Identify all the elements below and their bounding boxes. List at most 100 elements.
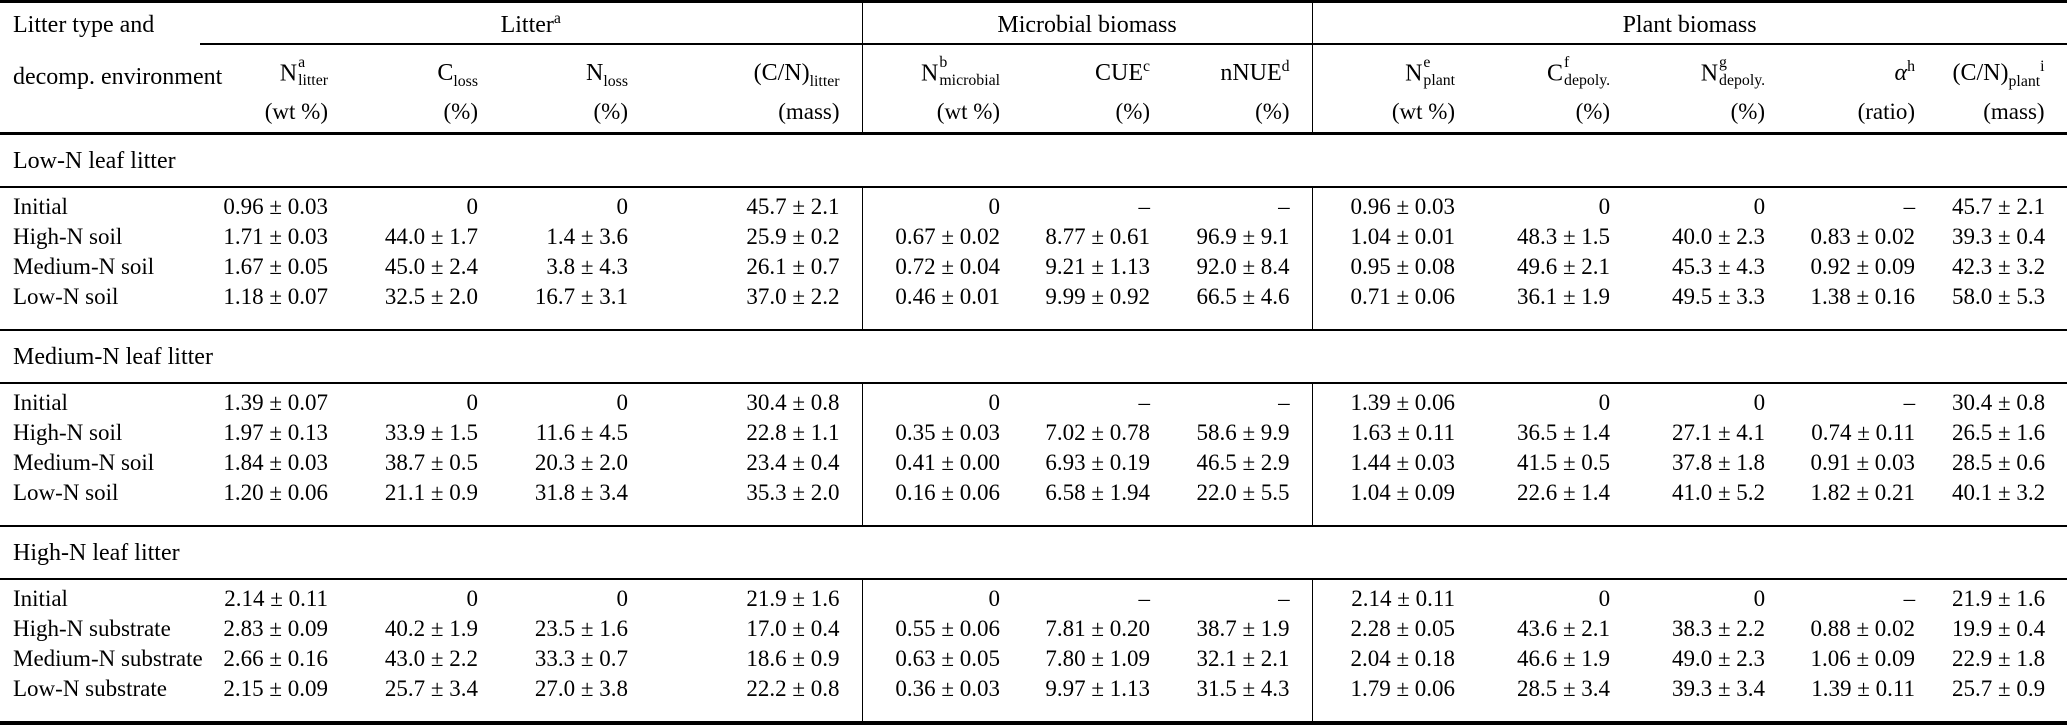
unit-label: (mass) (650, 98, 863, 136)
data-cell: 43.6 ± 2.1 (1516, 616, 1611, 642)
data-cell: 0.91 ± 0.03 (1810, 450, 1916, 476)
data-cell: 6.58 ± 1.94 (1045, 480, 1151, 506)
unit-label: (%) (350, 98, 500, 136)
data-cell: 22.0 ± 5.5 (1196, 480, 1290, 506)
data-cell: 28.5 ± 3.4 (1477, 674, 1633, 726)
data-cell: 9.97 ± 1.13 (1022, 674, 1173, 726)
section-title: Medium-N leaf litter (0, 329, 2067, 385)
data-cell: 16.7 ± 3.1 (534, 284, 628, 310)
data-cell: 2.04 ± 0.18 (1311, 644, 1478, 675)
data-cell: 33.9 ± 1.5 (384, 420, 478, 446)
data-cell: 0.63 ± 0.05 (861, 644, 1023, 675)
data-cell: 21.9 ± 1.6 (1951, 586, 2046, 612)
data-cell: 0.96 ± 0.03 (1311, 187, 1478, 223)
data-row: Low-N soil 1.20 ± 0.06 21.1 ± 0.9 31.8 ± 3.… (0, 478, 2067, 527)
corner-header: Litter type and decomp. environment (0, 1, 222, 136)
data-cell: 0.46 ± 0.01 (861, 282, 1023, 331)
data-cell: 7.81 ± 0.20 (1045, 616, 1151, 642)
data-cell: 44.0 ± 1.7 (384, 224, 478, 250)
section-title-row: Medium-N leaf litter (0, 329, 2067, 385)
data-cell: 22.9 ± 1.8 (1951, 646, 2046, 672)
data-cell: 0.55 ± 0.06 (861, 614, 1023, 645)
data-cell: 1.4 ± 3.6 (546, 224, 628, 250)
data-cell: 20.3 ± 2.0 (534, 450, 628, 476)
data-row: Initial 0.96 ± 0.03 0 0 45.7 ± 2.1 0– –0.96 ± … (0, 187, 2067, 223)
data-cell: 1.97 ± 0.13 (223, 420, 328, 446)
data-cell: 32.1 ± 2.1 (1196, 646, 1290, 672)
data-cell: 58.0 ± 5.3 (1951, 284, 2046, 310)
data-cell: 0.96 ± 0.03 (223, 194, 328, 220)
data-cell: 0 (616, 586, 629, 612)
data-cell: 96.9 ± 9.1 (1196, 224, 1290, 250)
data-cell: 49.5 ± 3.3 (1671, 284, 1766, 310)
data-cell: 25.7 ± 3.4 (350, 674, 500, 726)
data-cell: 36.5 ± 1.4 (1516, 420, 1611, 446)
data-cell: 48.3 ± 1.5 (1516, 224, 1611, 250)
data-cell: 25.7 ± 0.9 (1937, 674, 2067, 726)
data-cell: 1.39 ± 0.11 (1787, 674, 1938, 726)
unit-label: (%) (500, 98, 650, 136)
data-cell: 0.95 ± 0.08 (1311, 252, 1478, 283)
data-cell: 45.0 ± 2.4 (384, 254, 478, 280)
row-label: High-N substrate (13, 616, 171, 642)
data-cell: 7.80 ± 1.09 (1045, 646, 1151, 672)
data-cell: 0 (466, 586, 479, 612)
data-row: Low-N substrate 2.15 ± 0.09 25.7 ± 3.4 27.0… (0, 674, 2067, 726)
data-cell: 22.6 ± 1.4 (1516, 480, 1611, 506)
data-cell: 35.3 ± 2.0 (746, 480, 840, 506)
data-cell: – (1278, 390, 1290, 416)
column-header-cn-litter: (C/N)litter (753, 60, 840, 91)
unit-label: (%) (1632, 98, 1788, 136)
unit-label: (%) (1172, 98, 1313, 136)
section-title: Low-N leaf litter (0, 132, 2067, 189)
row-label: Low-N soil (13, 284, 119, 310)
data-cell: 6.93 ± 0.19 (1045, 450, 1151, 476)
data-cell: 0 (466, 390, 479, 416)
data-row: Medium-N substrate 2.66 ± 0.16 43.0 ± 2.2 3… (0, 644, 2067, 675)
data-cell: 2.14 ± 0.11 (224, 586, 328, 612)
data-cell: 0 (1598, 390, 1611, 416)
table-body: Low-N leaf litter Initial 0.96 ± 0.03 0 0 45.… (0, 132, 2067, 726)
row-label: High-N soil (13, 420, 123, 446)
data-cell: 1.39 ± 0.06 (1311, 383, 1478, 419)
data-cell: – (1138, 194, 1151, 220)
data-cell: 45.3 ± 4.3 (1671, 254, 1766, 280)
data-cell: 19.9 ± 0.4 (1951, 616, 2046, 642)
data-cell: 1.84 ± 0.03 (223, 450, 328, 476)
data-cell: 27.1 ± 4.1 (1671, 420, 1766, 446)
data-cell: 30.4 ± 0.8 (746, 390, 840, 416)
column-header-n-loss: Nloss (586, 60, 628, 91)
section-title-row: Low-N leaf litter (0, 132, 2067, 189)
data-row: Initial 1.39 ± 0.07 0 0 30.4 ± 0.8 0– –1.39 ± … (0, 383, 2067, 419)
data-cell: 9.21 ± 1.13 (1045, 254, 1151, 280)
data-cell: 22.8 ± 1.1 (746, 420, 840, 446)
data-cell: 0 (1598, 194, 1611, 220)
data-cell: 49.6 ± 2.1 (1516, 254, 1611, 280)
row-label: Low-N soil (13, 480, 119, 506)
group-header-row: Litter type and decomp. environment Litt… (0, 1, 2067, 136)
data-cell: 37.0 ± 2.2 (746, 284, 840, 310)
section-title-row: High-N leaf litter (0, 525, 2067, 581)
row-label: Medium-N substrate (13, 646, 203, 672)
data-cell: 0 (861, 579, 1023, 615)
data-cell: 43.0 ± 2.2 (384, 646, 478, 672)
data-cell: 31.5 ± 4.3 (1172, 674, 1313, 726)
data-cell: 46.5 ± 2.9 (1196, 450, 1290, 476)
data-cell: 1.18 ± 0.07 (223, 284, 328, 310)
group-header-microbial-biomass: Microbial biomass (861, 1, 1313, 45)
data-cell: 26.5 ± 1.6 (1951, 420, 2046, 446)
data-cell: 2.66 ± 0.16 (223, 646, 328, 672)
column-header-c-loss: Closs (437, 60, 478, 91)
data-cell: – (1138, 390, 1151, 416)
data-row: Medium-N soil 1.67 ± 0.05 45.0 ± 2.4 3.8 ± … (0, 252, 2067, 283)
data-cell: 21.9 ± 1.6 (746, 586, 840, 612)
data-cell: 28.5 ± 0.6 (1951, 450, 2046, 476)
data-cell: 1.67 ± 0.05 (223, 254, 328, 280)
row-label: Low-N substrate (0, 674, 200, 726)
data-row: High-N soil 1.97 ± 0.13 33.9 ± 1.5 11.6 ± 4… (0, 418, 2067, 449)
data-cell: 2.83 ± 0.09 (223, 616, 328, 642)
data-cell: 7.02 ± 0.78 (1045, 420, 1151, 446)
